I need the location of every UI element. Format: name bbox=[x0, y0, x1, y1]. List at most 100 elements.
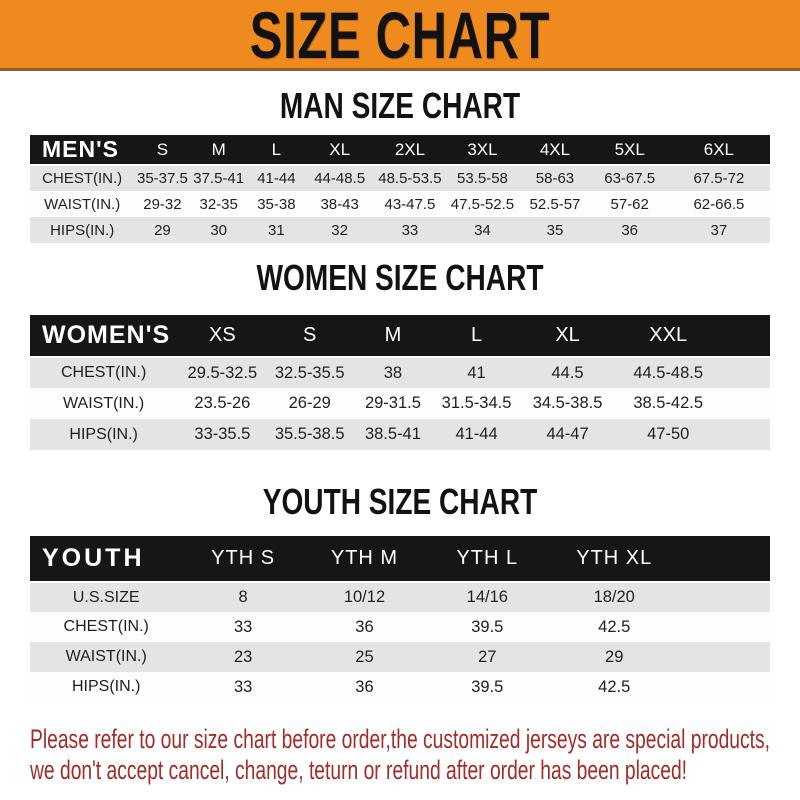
column-header: YTH S bbox=[211, 547, 276, 569]
size-cell: 32-35 bbox=[199, 195, 238, 213]
size-cell: 41 bbox=[467, 363, 486, 382]
column-header: YTH XL bbox=[576, 547, 653, 569]
row-label: HIPS(IN.) bbox=[71, 678, 141, 695]
row-label: WAIST(IN.) bbox=[63, 394, 145, 412]
size-cell: 48.5-53.5 bbox=[378, 170, 442, 187]
column-header: S bbox=[156, 139, 169, 159]
size-cell: 26-29 bbox=[288, 394, 331, 412]
row-label: U.S.SIZE bbox=[72, 588, 140, 606]
size-cell: 33-35.5 bbox=[194, 425, 251, 443]
size-cell: 36 bbox=[355, 617, 374, 636]
row-label: CHEST(IN.) bbox=[63, 618, 149, 635]
spacer-cell bbox=[679, 672, 770, 702]
size-cell: 41-44 bbox=[455, 425, 498, 443]
size-cell: 33 bbox=[233, 617, 253, 636]
banner: SIZE CHART bbox=[0, 0, 800, 71]
size-cell: 34.5-38.5 bbox=[532, 394, 603, 412]
column-header: 2XL bbox=[394, 139, 426, 159]
size-cell: 36 bbox=[355, 677, 374, 696]
table-row: HIPS(IN.) 29 30 31 32 33 34 35 36 37 bbox=[30, 217, 770, 243]
column-header: L bbox=[470, 324, 483, 346]
column-header: 6XL bbox=[703, 139, 735, 159]
size-cell: 44-48.5 bbox=[314, 170, 366, 187]
table-row: CHEST(IN.) 29.5-32.5 32.5-35.5 38 41 44.5 44.5… bbox=[30, 357, 770, 388]
man-section-heading-text: MAN SIZE CHART bbox=[279, 85, 521, 126]
size-cell: 38.5-42.5 bbox=[633, 394, 704, 412]
women-section-heading: WOMEN SIZE CHART bbox=[0, 259, 800, 297]
spacer-cell bbox=[679, 642, 770, 672]
women-size-section: WOMEN SIZE CHART WOMEN'S XS S M L XL XXL CHEST(… bbox=[0, 259, 800, 450]
column-header: 5XL bbox=[614, 139, 645, 159]
row-label: CHEST(IN.) bbox=[60, 364, 147, 381]
size-cell: 67.5-72 bbox=[693, 170, 745, 187]
size-cell: 43-47.5 bbox=[384, 195, 436, 213]
row-label: HIPS(IN.) bbox=[69, 425, 138, 443]
size-cell: 35.5-38.5 bbox=[274, 425, 345, 443]
column-header: 4XL bbox=[539, 139, 571, 159]
size-cell: 62-66.5 bbox=[693, 195, 745, 213]
size-cell: 39.5 bbox=[471, 677, 504, 696]
size-cell: 35-38 bbox=[257, 195, 296, 213]
row-label: WAIST(IN.) bbox=[44, 195, 121, 213]
size-cell: 14/16 bbox=[466, 588, 508, 606]
size-cell: 35 bbox=[546, 221, 564, 239]
size-cell: 39.5 bbox=[471, 617, 504, 636]
table-header-row: MEN'S S M L XL 2XL 3XL 4XL 5XL 6XL bbox=[30, 135, 770, 165]
spacer-cell bbox=[679, 582, 770, 612]
size-cell: 42.5 bbox=[598, 617, 631, 636]
size-cell: 29.5-32.5 bbox=[187, 363, 258, 382]
size-cell: 27 bbox=[478, 647, 497, 666]
size-cell: 29-31.5 bbox=[364, 394, 421, 412]
man-size-section: MAN SIZE CHART MEN'S S M L XL 2XL 3XL 4XL 5XL 6XL… bbox=[0, 87, 800, 243]
size-cell: 52.5-57 bbox=[529, 195, 581, 213]
man-section-heading: MAN SIZE CHART bbox=[0, 87, 800, 125]
size-cell: 47-50 bbox=[647, 425, 690, 443]
column-header: YTH M bbox=[330, 547, 399, 569]
size-cell: 44-47 bbox=[546, 425, 589, 443]
column-header: XXL bbox=[649, 324, 688, 346]
size-cell: 29 bbox=[605, 647, 624, 666]
table-row: CHEST(IN.) 33 36 39.5 42.5 bbox=[30, 612, 770, 642]
header-spacer-cell bbox=[720, 315, 770, 357]
size-cell: 29 bbox=[154, 221, 171, 239]
size-cell: 36 bbox=[621, 221, 639, 239]
banner-title: SIZE CHART bbox=[249, 0, 551, 71]
size-cell: 57-62 bbox=[610, 195, 649, 213]
size-cell: 33 bbox=[401, 221, 419, 239]
column-header: S bbox=[303, 324, 317, 346]
size-cell: 53.5-58 bbox=[457, 170, 508, 187]
size-cell: 38.5-41 bbox=[364, 425, 421, 443]
size-cell: 25 bbox=[355, 647, 374, 666]
size-cell: 18/20 bbox=[593, 588, 635, 606]
table-row: WAIST(IN.) 29-32 32-35 35-38 38-43 43-47.5 47.… bbox=[30, 191, 770, 217]
footer-line-2-text: we don't accept cancel, change, teturn o… bbox=[30, 755, 688, 785]
column-header: L bbox=[271, 139, 282, 159]
column-header: M bbox=[211, 139, 226, 159]
table-title-cell: WOMEN'S bbox=[42, 321, 171, 349]
size-cell: 37 bbox=[710, 221, 728, 239]
size-cell: 47.5-52.5 bbox=[450, 195, 515, 213]
size-cell: 31 bbox=[268, 221, 285, 239]
size-cell: 37.5-41 bbox=[193, 170, 245, 187]
spacer-cell bbox=[720, 357, 770, 388]
footer-line-1: Please refer to our size chart before or… bbox=[30, 724, 770, 755]
table-row: HIPS(IN.) 33-35.5 35.5-38.5 38.5-41 41-44 44-… bbox=[30, 419, 770, 450]
column-header: M bbox=[384, 324, 402, 346]
size-cell: 10/12 bbox=[343, 588, 386, 606]
size-cell: 30 bbox=[210, 221, 228, 239]
youth-section-heading: YOUTH SIZE CHART bbox=[0, 483, 800, 521]
table-title-cell: MEN'S bbox=[42, 136, 119, 162]
size-cell: 42.5 bbox=[598, 677, 631, 696]
youth-size-table: YOUTH YTH S YTH M YTH L YTH XL U.S.SIZE 8 10/12… bbox=[30, 536, 770, 702]
header-spacer-cell bbox=[679, 536, 770, 582]
column-header: 3XL bbox=[467, 139, 498, 159]
size-cell: 44.5-48.5 bbox=[633, 363, 704, 382]
size-cell: 29-32 bbox=[143, 195, 182, 213]
row-label: WAIST(IN.) bbox=[65, 648, 147, 665]
table-row: HIPS(IN.) 33 36 39.5 42.5 bbox=[30, 672, 770, 702]
size-cell: 23.5-26 bbox=[194, 394, 251, 412]
size-cell: 31.5-34.5 bbox=[441, 394, 512, 412]
column-header: XS bbox=[209, 324, 236, 346]
size-cell: 34 bbox=[474, 221, 491, 239]
table-row: WAIST(IN.) 23 25 27 29 bbox=[30, 642, 770, 672]
